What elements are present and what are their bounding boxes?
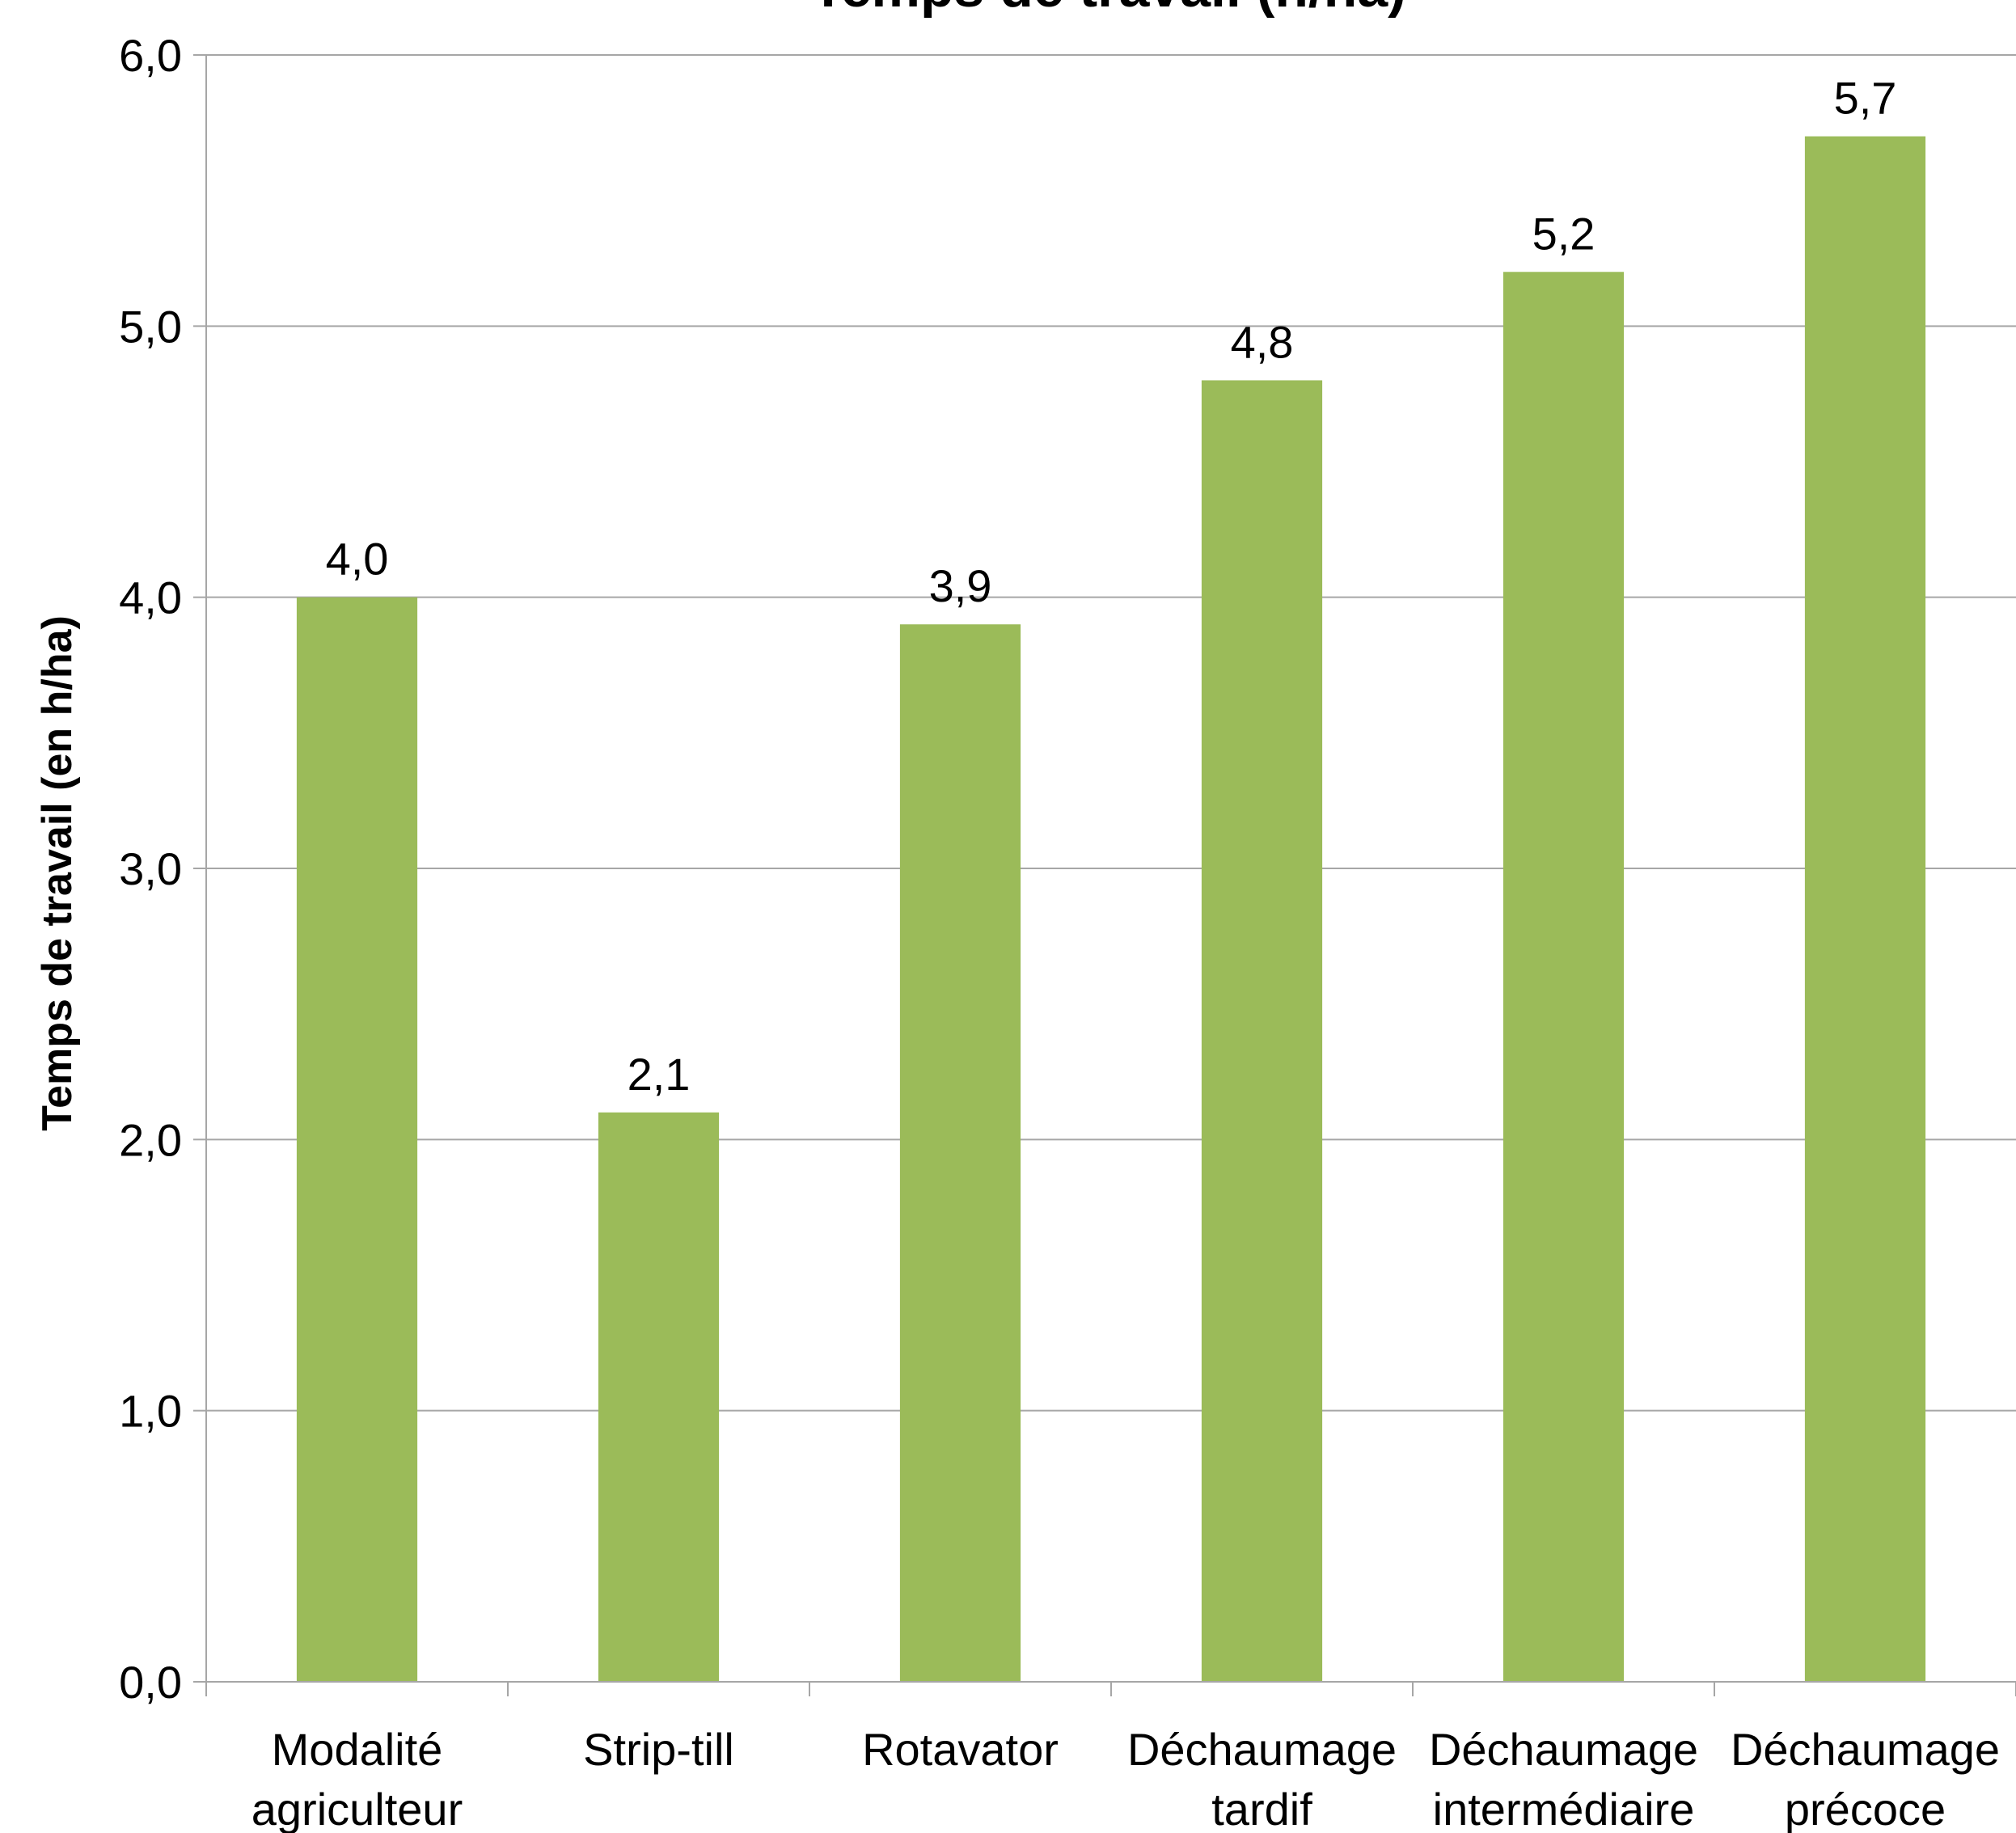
bar-value-label: 5,7	[1834, 73, 1897, 124]
bar	[899, 624, 1021, 1683]
bar-value-label: 3,9	[929, 560, 992, 611]
category-label: Modalité	[272, 1724, 443, 1775]
category-label: Strip-till	[583, 1724, 734, 1775]
bar	[1201, 380, 1323, 1682]
y-tick-label: 4,0	[119, 572, 182, 623]
axes	[193, 54, 2016, 1696]
category-label: intermédiaire	[1433, 1784, 1695, 1833]
bar	[1804, 136, 1926, 1683]
gridlines	[206, 54, 2016, 1412]
bar-value-label: 4,8	[1231, 316, 1294, 367]
category-label: Déchaumage	[1429, 1724, 1698, 1775]
bars	[296, 136, 1926, 1683]
bar	[1502, 272, 1625, 1683]
category-label: tardif	[1211, 1784, 1312, 1833]
bar	[598, 1112, 720, 1682]
bar	[296, 597, 418, 1682]
labels: 0,0 1,0 2,0 3,0 4,0 5,0 6,0 4,0 Modalité agricult…	[119, 30, 2000, 1833]
y-tick-label: 0,0	[119, 1657, 182, 1708]
chart-title: Temps de travail (h/ha)	[811, 0, 1406, 19]
category-label: Déchaumage	[1731, 1724, 2000, 1775]
category-label: agriculteur	[251, 1784, 463, 1833]
category-label: Déchaumage	[1127, 1724, 1397, 1775]
category-label: précoce	[1785, 1784, 1946, 1833]
bar-value-label: 2,1	[628, 1049, 691, 1100]
y-tick-label: 2,0	[119, 1114, 182, 1165]
category-label: Rotavator	[862, 1724, 1059, 1775]
y-tick-label: 1,0	[119, 1386, 182, 1437]
bar-value-label: 4,0	[326, 534, 389, 585]
y-tick-label: 5,0	[119, 301, 182, 352]
bar-value-label: 5,2	[1532, 208, 1595, 259]
y-axis-title: Temps de travail (en h/ha)	[34, 615, 81, 1131]
y-tick-label: 3,0	[119, 843, 182, 894]
y-tick-label: 6,0	[119, 30, 182, 81]
